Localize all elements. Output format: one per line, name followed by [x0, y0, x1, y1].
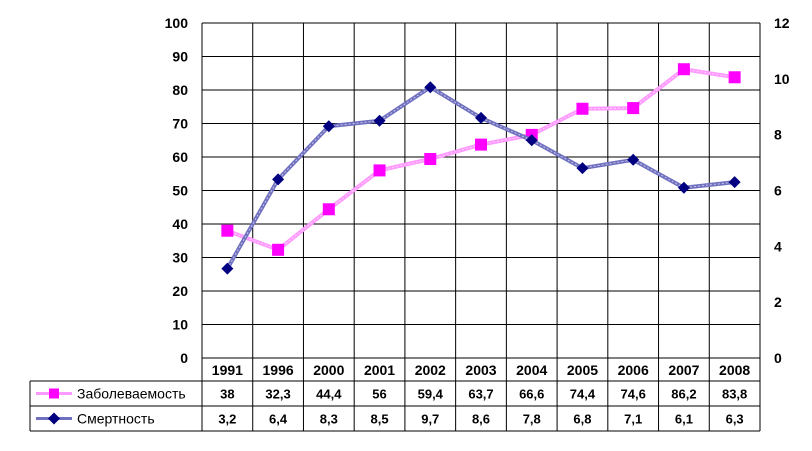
- left-tick-label: 30: [172, 250, 188, 266]
- legend-label: Смертность: [77, 411, 155, 427]
- table-cell: 9,7: [421, 412, 439, 427]
- right-tick-label: 4: [774, 238, 782, 254]
- data-point-diamond: [627, 153, 640, 166]
- left-tick-label: 40: [172, 216, 188, 232]
- right-tick-label: 8: [774, 127, 782, 143]
- data-point-diamond: [475, 111, 487, 124]
- data-point-square: [576, 102, 589, 115]
- left-tick-label: 100: [165, 15, 189, 31]
- left-tick-label: 0: [180, 350, 188, 366]
- data-point-diamond: [221, 262, 234, 275]
- right-tick-label: 2: [774, 294, 782, 310]
- data-point-square: [677, 63, 690, 76]
- table-cell: 6,4: [269, 412, 288, 427]
- table-cell: 74,6: [621, 387, 646, 402]
- grid: [201, 22, 761, 359]
- data-point-square: [627, 102, 640, 115]
- data-point-diamond: [272, 173, 285, 186]
- left-tick-label: 50: [172, 183, 188, 199]
- right-tick-label: 6: [774, 183, 782, 199]
- data-point-diamond: [677, 181, 690, 194]
- right-tick-label: 0: [774, 350, 782, 366]
- x-tick-label: 2008: [719, 362, 750, 378]
- table-cell: 3,2: [218, 412, 236, 427]
- data-point-square: [424, 153, 437, 166]
- right-tick-label: 12: [774, 15, 790, 31]
- table-cell: 6,1: [675, 412, 693, 427]
- table-cell: 7,8: [523, 412, 541, 427]
- data-point-diamond: [576, 162, 589, 175]
- table-cell: 7,1: [624, 412, 642, 427]
- table-cell: 8,6: [472, 412, 490, 427]
- table-cell: 74,4: [570, 387, 596, 402]
- table-cell: 44,4: [316, 387, 342, 402]
- x-tick-label: 2007: [668, 362, 699, 378]
- data-point-diamond: [373, 114, 386, 127]
- left-tick-label: 70: [172, 116, 188, 132]
- legend-key-marker: [48, 412, 60, 425]
- data-point-diamond: [322, 120, 335, 133]
- x-tick-label: 1991: [212, 362, 243, 378]
- left-tick-label: 90: [172, 49, 188, 65]
- legend-label: Заболеваемость: [77, 386, 186, 402]
- table-cell: 56: [372, 387, 386, 402]
- table-cell: 83,8: [722, 387, 747, 402]
- data-point-square: [322, 203, 335, 216]
- left-tick-label: 80: [172, 82, 188, 98]
- data-point-diamond: [424, 81, 437, 94]
- data-point-square: [475, 138, 487, 151]
- x-tick-label: 2000: [313, 362, 344, 378]
- plot-series: [221, 63, 741, 275]
- table-cell: 59,4: [418, 387, 444, 402]
- data-point-square: [373, 164, 386, 177]
- table-cell: 8,3: [320, 412, 338, 427]
- data-point-diamond: [525, 134, 538, 147]
- x-tick-label: 2005: [567, 362, 598, 378]
- table-cell: 66,6: [519, 387, 544, 402]
- x-tick-label: 2004: [516, 362, 547, 378]
- x-tick-label: 2001: [364, 362, 395, 378]
- left-y-axis: 0 10 20 30 40 50 60 70 80 90 100: [165, 15, 189, 366]
- right-tick-label: 10: [774, 71, 790, 87]
- right-y-axis: 0 2 4 6 8 10 12: [774, 15, 790, 366]
- table-cell: 6,3: [726, 412, 744, 427]
- left-tick-label: 60: [172, 149, 188, 165]
- x-tick-label: 2006: [618, 362, 649, 378]
- table-cell: 86,2: [671, 387, 696, 402]
- left-tick-label: 20: [172, 283, 188, 299]
- data-table: 1991 1996 2000 2001 2002 2003 2004 2005 2006 2007…: [29, 358, 761, 432]
- data-point-square: [221, 224, 234, 237]
- left-tick-label: 10: [172, 317, 188, 333]
- x-tick-label: 2003: [465, 362, 496, 378]
- x-tick-label: 1996: [263, 362, 294, 378]
- table-cell: 8,5: [371, 412, 389, 427]
- data-point-square: [272, 243, 285, 256]
- data-point-diamond: [728, 176, 741, 189]
- table-cell: 63,7: [468, 387, 493, 402]
- table-cell: 6,8: [573, 412, 591, 427]
- x-tick-label: 2002: [415, 362, 446, 378]
- legend-key-marker: [49, 388, 59, 399]
- data-point-square: [728, 71, 741, 84]
- table-cell: 32,3: [265, 387, 290, 402]
- series-line-texture: [227, 68, 735, 251]
- table-cell: 38: [220, 387, 234, 402]
